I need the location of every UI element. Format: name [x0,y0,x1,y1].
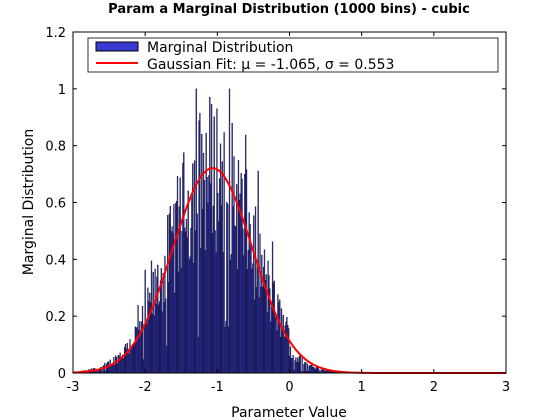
x-tick-label: 0 [285,380,293,395]
y-tick-label: 0.8 [45,140,66,155]
y-tick-label: 0.2 [45,310,66,325]
y-axis-ticks: 0 0.2 0.4 0.6 0.8 1 1.2 [45,26,506,382]
legend-label-fit: Gaussian Fit: μ = -1.065, σ = 0.553 [147,57,394,73]
legend-swatch-histogram [95,41,139,52]
y-axis-label: Marginal Distribution [21,129,37,275]
x-tick-label: -3 [67,380,80,395]
x-tick-label: -2 [139,380,152,395]
x-tick-label: 1 [358,380,366,395]
histogram-bar [299,356,301,374]
x-axis-label: Parameter Value [231,405,347,420]
y-tick-label: 0.4 [45,253,66,268]
y-tick-label: 0 [58,367,66,382]
histogram-bar [301,357,303,374]
y-tick-label: 1 [58,83,66,98]
x-tick-label: 2 [430,380,438,395]
y-tick-label: 0.6 [45,197,66,212]
legend-label-histogram: Marginal Distribution [147,40,293,56]
y-tick-label: 1.2 [45,26,66,41]
legend-box [87,37,499,73]
x-tick-label: 3 [502,380,510,395]
x-axis-ticks: -3 -2 -1 0 1 2 3 [67,32,510,395]
legend: Marginal Distribution Gaussian Fit: μ = … [87,37,499,73]
x-tick-label: -1 [211,380,224,395]
chart-title: Param a Marginal Distribution (1000 bins… [108,2,470,17]
